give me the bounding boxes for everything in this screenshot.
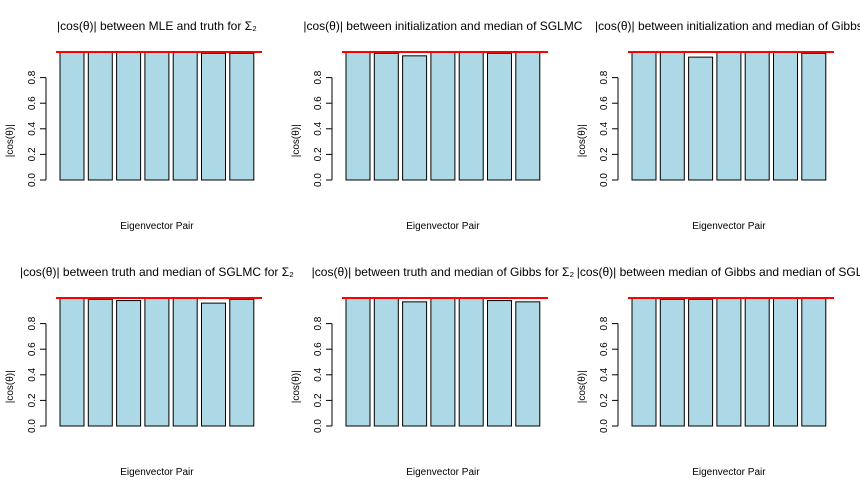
bar-3 bbox=[688, 56, 714, 181]
y-axis-label: |cos(θ)| bbox=[577, 124, 588, 157]
bar-7 bbox=[229, 52, 255, 181]
bar-6 bbox=[773, 297, 798, 427]
bar-1 bbox=[631, 297, 657, 427]
y-tick-label: 0.8 bbox=[27, 70, 38, 84]
bar-4 bbox=[716, 51, 742, 181]
chart-title: |cos(θ)| between truth and median of SGL… bbox=[20, 265, 294, 279]
y-tick-label: 0.0 bbox=[313, 419, 324, 433]
bar-5 bbox=[172, 51, 198, 181]
chart-panel-2: |cos(θ)| between initialization and medi… bbox=[291, 19, 583, 232]
y-tick-label: 0.4 bbox=[313, 367, 324, 381]
x-axis-label: Eigenvector Pair bbox=[406, 467, 480, 478]
bar-5 bbox=[458, 51, 484, 181]
y-tick-label: 0.0 bbox=[599, 173, 610, 187]
x-axis-label: Eigenvector Pair bbox=[120, 221, 194, 232]
x-axis-label: Eigenvector Pair bbox=[120, 467, 194, 478]
chart-panel-5: |cos(θ)| between truth and median of Gib… bbox=[291, 265, 574, 478]
bar-2 bbox=[87, 298, 113, 427]
y-tick-label: 0.0 bbox=[599, 419, 610, 433]
y-tick-label: 0.2 bbox=[313, 147, 324, 161]
bar-5 bbox=[458, 297, 484, 427]
x-axis-label: Eigenvector Pair bbox=[692, 221, 766, 232]
bar-4 bbox=[430, 51, 456, 181]
y-tick-label: 0.2 bbox=[313, 393, 324, 407]
bar-3 bbox=[688, 298, 714, 427]
bar-7 bbox=[515, 301, 541, 427]
bar-5 bbox=[172, 297, 198, 427]
bar-6 bbox=[487, 300, 512, 427]
chart-panel-3: |cos(θ)| between initialization and medi… bbox=[577, 19, 860, 232]
chart-title: |cos(θ)| between median of Gibbs and med… bbox=[577, 265, 860, 279]
bar-3 bbox=[116, 51, 142, 181]
y-tick-label: 0.4 bbox=[313, 121, 324, 135]
y-tick-label: 0.6 bbox=[27, 342, 38, 356]
chart-title: |cos(θ)| between MLE and truth for Σ₂ bbox=[57, 19, 257, 33]
x-axis-label: Eigenvector Pair bbox=[406, 221, 480, 232]
bar-4 bbox=[430, 297, 456, 427]
bar-2 bbox=[87, 51, 113, 181]
bar-1 bbox=[59, 297, 85, 427]
x-axis-label: Eigenvector Pair bbox=[692, 467, 766, 478]
y-axis-label: |cos(θ)| bbox=[291, 370, 302, 403]
y-tick-label: 0.6 bbox=[313, 96, 324, 110]
bar-6 bbox=[773, 51, 798, 181]
chart-panel-6: |cos(θ)| between median of Gibbs and med… bbox=[577, 265, 860, 478]
y-tick-label: 0.8 bbox=[599, 316, 610, 330]
bar-7 bbox=[801, 52, 827, 181]
bar-2 bbox=[659, 51, 685, 181]
bar-3 bbox=[402, 301, 428, 427]
bar-4 bbox=[716, 297, 742, 427]
y-tick-label: 0.8 bbox=[27, 316, 38, 330]
bar-7 bbox=[801, 297, 827, 427]
bar-1 bbox=[345, 51, 371, 181]
y-tick-label: 0.4 bbox=[599, 121, 610, 135]
bar-1 bbox=[59, 51, 85, 181]
chart-panel-4: |cos(θ)| between truth and median of SGL… bbox=[5, 265, 294, 478]
y-tick-label: 0.6 bbox=[27, 96, 38, 110]
bar-5 bbox=[744, 51, 770, 181]
y-tick-label: 0.2 bbox=[599, 393, 610, 407]
bar-7 bbox=[515, 51, 541, 181]
y-tick-label: 0.4 bbox=[599, 367, 610, 381]
y-tick-label: 0.0 bbox=[313, 173, 324, 187]
y-axis-label: |cos(θ)| bbox=[5, 124, 16, 157]
bar-5 bbox=[744, 297, 770, 427]
chart-title: |cos(θ)| between initialization and medi… bbox=[595, 19, 860, 33]
y-tick-label: 0.2 bbox=[599, 147, 610, 161]
y-tick-label: 0.6 bbox=[313, 342, 324, 356]
bar-6 bbox=[487, 52, 512, 181]
bar-7 bbox=[229, 298, 255, 427]
y-tick-label: 0.0 bbox=[27, 173, 38, 187]
y-tick-label: 0.6 bbox=[599, 96, 610, 110]
y-axis-label: |cos(θ)| bbox=[577, 370, 588, 403]
bar-1 bbox=[345, 297, 371, 427]
bar-1 bbox=[631, 51, 657, 181]
chart-title: |cos(θ)| between truth and median of Gib… bbox=[312, 265, 575, 279]
y-tick-label: 0.0 bbox=[27, 419, 38, 433]
chart-panel-1: |cos(θ)| between MLE and truth for Σ₂ 0.0… bbox=[5, 19, 262, 232]
y-axis-label: |cos(θ)| bbox=[291, 124, 302, 157]
bar-3 bbox=[402, 55, 428, 181]
chart-title: |cos(θ)| between initialization and medi… bbox=[303, 19, 582, 33]
bar-6 bbox=[201, 52, 226, 181]
bar-2 bbox=[659, 298, 685, 427]
y-tick-label: 0.4 bbox=[27, 121, 38, 135]
bar-4 bbox=[144, 51, 170, 181]
y-tick-label: 0.4 bbox=[27, 367, 38, 381]
y-tick-label: 0.6 bbox=[599, 342, 610, 356]
y-tick-label: 0.2 bbox=[27, 147, 38, 161]
bar-4 bbox=[144, 297, 170, 427]
bar-6 bbox=[201, 302, 226, 427]
y-tick-label: 0.8 bbox=[313, 316, 324, 330]
bar-2 bbox=[373, 52, 399, 181]
y-tick-label: 0.8 bbox=[599, 70, 610, 84]
y-axis-label: |cos(θ)| bbox=[5, 370, 16, 403]
y-tick-label: 0.8 bbox=[313, 70, 324, 84]
bar-2 bbox=[373, 297, 399, 427]
y-tick-label: 0.2 bbox=[27, 393, 38, 407]
bar-3 bbox=[116, 300, 142, 427]
